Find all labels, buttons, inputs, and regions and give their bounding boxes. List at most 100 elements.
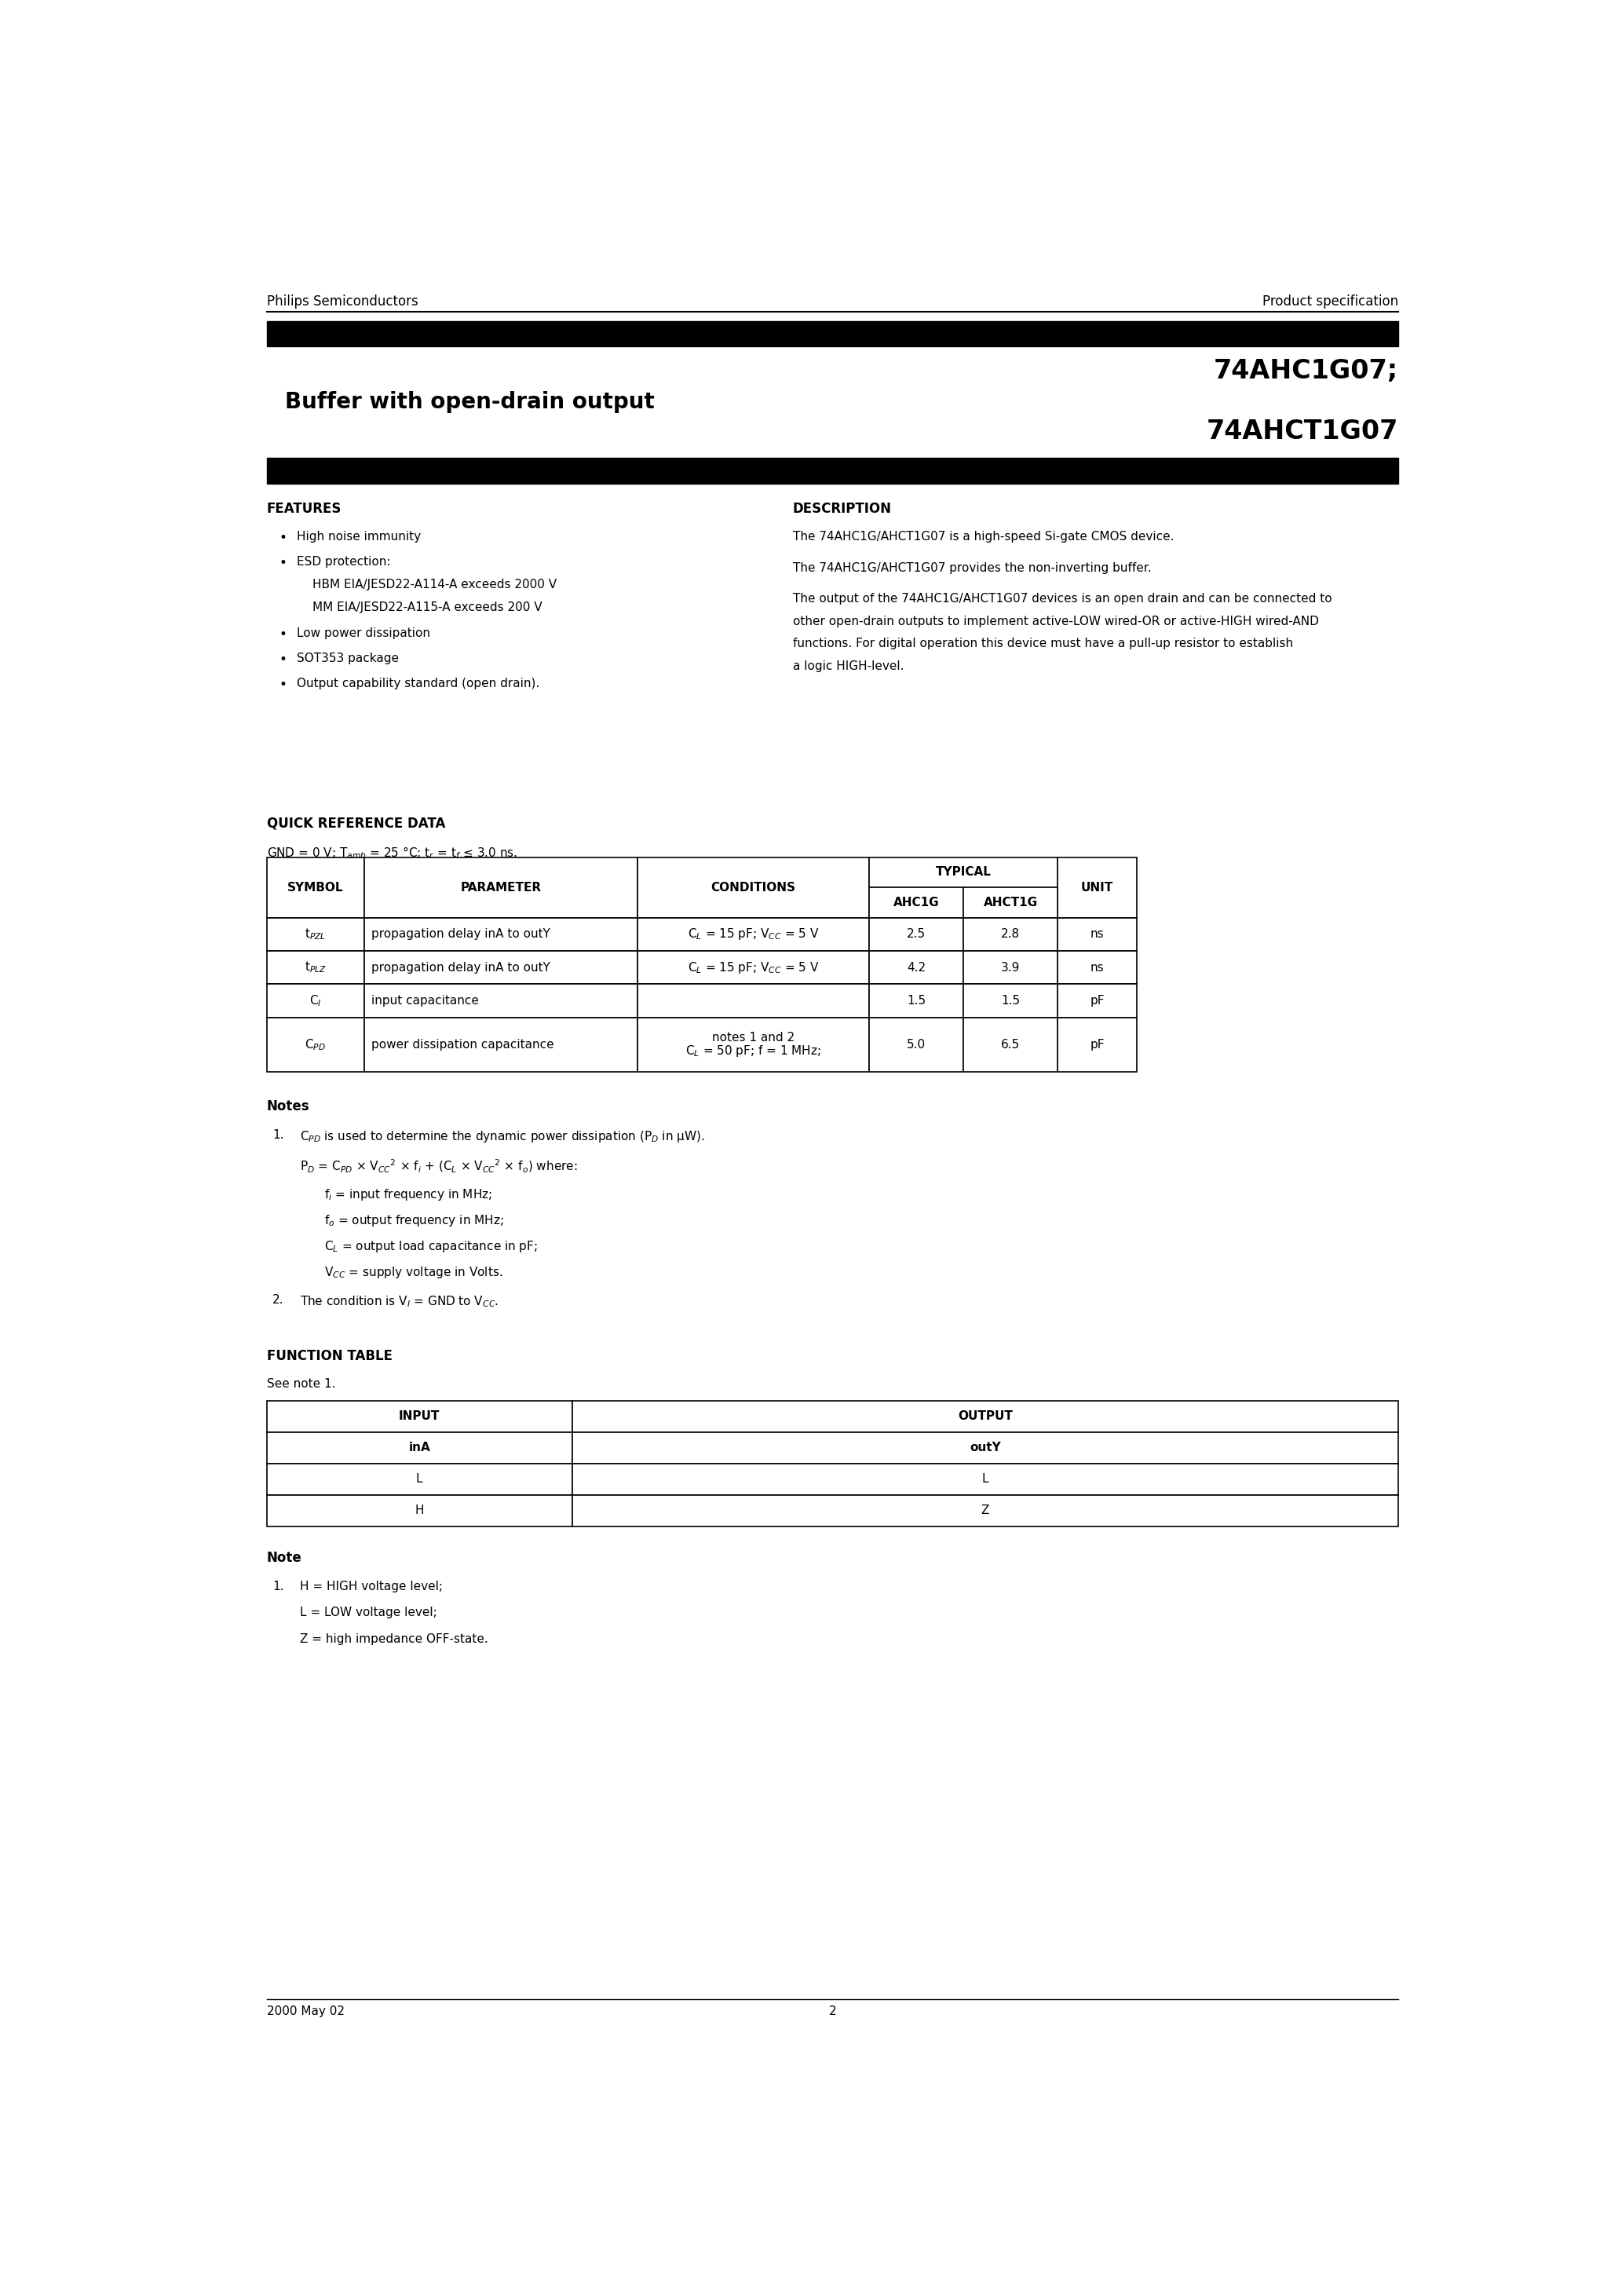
Text: 1.: 1.	[272, 1582, 284, 1593]
Bar	[963, 886, 1058, 918]
Text: QUICK REFERENCE DATA: QUICK REFERENCE DATA	[266, 815, 444, 831]
Text: •: •	[279, 530, 287, 544]
Text: 2.: 2.	[272, 1295, 284, 1306]
Text: CONDITIONS: CONDITIONS	[710, 882, 796, 893]
Bar	[266, 1401, 573, 1433]
Bar	[363, 856, 637, 918]
Text: Notes: Notes	[266, 1100, 310, 1114]
Text: 4.2: 4.2	[907, 962, 926, 974]
Text: 74AHC1G07;: 74AHC1G07;	[1213, 358, 1398, 383]
Bar	[869, 856, 1058, 886]
Bar	[363, 1017, 637, 1072]
Text: 3.9: 3.9	[1001, 962, 1020, 974]
Bar	[869, 985, 963, 1017]
Text: power dissipation capacitance: power dissipation capacitance	[371, 1038, 555, 1052]
Text: 5.0: 5.0	[907, 1038, 926, 1052]
Bar	[1058, 951, 1137, 985]
Bar	[963, 985, 1058, 1017]
Text: inA: inA	[409, 1442, 430, 1453]
Bar	[266, 1495, 573, 1527]
Text: C$_{PD}$ is used to determine the dynamic power dissipation (P$_D$ in μW).: C$_{PD}$ is used to determine the dynami…	[300, 1130, 706, 1143]
Text: See note 1.: See note 1.	[266, 1378, 336, 1389]
Bar	[266, 1463, 573, 1495]
Text: Output capability standard (open drain).: Output capability standard (open drain).	[297, 677, 540, 689]
Text: 1.: 1.	[272, 1130, 284, 1141]
Text: C$_L$ = 15 pF; V$_{CC}$ = 5 V: C$_L$ = 15 pF; V$_{CC}$ = 5 V	[688, 960, 819, 976]
Bar	[637, 951, 869, 985]
Text: SYMBOL: SYMBOL	[287, 882, 344, 893]
Text: Z: Z	[981, 1504, 989, 1518]
Text: 74AHCT1G07: 74AHCT1G07	[1207, 418, 1398, 445]
Text: L: L	[981, 1474, 989, 1486]
Text: 2: 2	[829, 2004, 837, 2018]
Bar	[637, 856, 869, 918]
Bar	[573, 1401, 1398, 1433]
Text: f$_o$ = output frequency in MHz;: f$_o$ = output frequency in MHz;	[324, 1212, 504, 1228]
Bar	[869, 951, 963, 985]
Bar	[963, 951, 1058, 985]
Text: a logic HIGH-level.: a logic HIGH-level.	[793, 661, 903, 673]
Text: Note: Note	[266, 1550, 302, 1566]
Bar	[363, 951, 637, 985]
Bar	[637, 1017, 869, 1072]
Text: FEATURES: FEATURES	[266, 501, 342, 517]
Text: pF: pF	[1090, 1038, 1105, 1052]
Text: t$_{PLZ}$: t$_{PLZ}$	[305, 960, 326, 976]
Text: C$_{PD}$: C$_{PD}$	[305, 1038, 326, 1052]
Bar	[266, 321, 1398, 347]
Bar	[266, 1433, 573, 1463]
Text: V$_{CC}$ = supply voltage in Volts.: V$_{CC}$ = supply voltage in Volts.	[324, 1265, 503, 1281]
Text: UNIT: UNIT	[1080, 882, 1113, 893]
Bar	[266, 1017, 363, 1072]
Text: Philips Semiconductors: Philips Semiconductors	[266, 294, 418, 308]
Bar	[963, 1017, 1058, 1072]
Bar	[363, 985, 637, 1017]
Text: C$_L$ = 50 pF; f = 1 MHz;: C$_L$ = 50 pF; f = 1 MHz;	[686, 1045, 821, 1058]
Text: The condition is V$_I$ = GND to V$_{CC}$.: The condition is V$_I$ = GND to V$_{CC}$…	[300, 1295, 500, 1309]
Text: L: L	[417, 1474, 423, 1486]
Text: •: •	[279, 627, 287, 641]
Bar	[1058, 985, 1137, 1017]
Bar	[869, 1017, 963, 1072]
Bar	[869, 918, 963, 951]
Text: L = LOW voltage level;: L = LOW voltage level;	[300, 1607, 438, 1619]
Text: H: H	[415, 1504, 423, 1518]
Bar	[573, 1433, 1398, 1463]
Text: •: •	[279, 556, 287, 569]
Text: Buffer with open-drain output: Buffer with open-drain output	[285, 390, 654, 413]
Text: FUNCTION TABLE: FUNCTION TABLE	[266, 1348, 393, 1364]
Text: PARAMETER: PARAMETER	[461, 882, 542, 893]
Text: HBM EIA/JESD22-A114-A exceeds 2000 V: HBM EIA/JESD22-A114-A exceeds 2000 V	[313, 579, 556, 590]
Text: TYPICAL: TYPICAL	[936, 866, 991, 877]
Bar	[266, 985, 363, 1017]
Bar	[573, 1463, 1398, 1495]
Text: The 74AHC1G/AHCT1G07 is a high-speed Si-gate CMOS device.: The 74AHC1G/AHCT1G07 is a high-speed Si-…	[793, 530, 1174, 542]
Bar	[266, 918, 363, 951]
Text: GND = 0 V; T$_{amb}$ = 25 °C; t$_r$ = t$_f$ ≤ 3.0 ns.: GND = 0 V; T$_{amb}$ = 25 °C; t$_r$ = t$…	[266, 845, 517, 861]
Text: 1.5: 1.5	[1001, 994, 1020, 1006]
Text: Z = high impedance OFF-state.: Z = high impedance OFF-state.	[300, 1632, 488, 1644]
Text: input capacitance: input capacitance	[371, 994, 478, 1006]
Text: 1.5: 1.5	[907, 994, 926, 1006]
Bar	[637, 918, 869, 951]
Bar	[266, 951, 363, 985]
Text: SOT353 package: SOT353 package	[297, 652, 399, 664]
Text: •: •	[279, 652, 287, 666]
Bar	[266, 459, 1398, 484]
Text: C$_I$: C$_I$	[310, 994, 321, 1008]
Bar	[869, 886, 963, 918]
Text: INPUT: INPUT	[399, 1410, 440, 1421]
Text: 2.5: 2.5	[907, 928, 926, 939]
Text: C$_L$ = output load capacitance in pF;: C$_L$ = output load capacitance in pF;	[324, 1240, 539, 1254]
Bar	[363, 918, 637, 951]
Text: H = HIGH voltage level;: H = HIGH voltage level;	[300, 1582, 443, 1593]
Bar	[963, 918, 1058, 951]
Text: other open-drain outputs to implement active-LOW wired-OR or active-HIGH wired-A: other open-drain outputs to implement ac…	[793, 615, 1319, 627]
Text: ESD protection:: ESD protection:	[297, 556, 391, 567]
Bar	[637, 985, 869, 1017]
Text: High noise immunity: High noise immunity	[297, 530, 422, 542]
Text: DESCRIPTION: DESCRIPTION	[793, 501, 892, 517]
Text: functions. For digital operation this device must have a pull-up resistor to est: functions. For digital operation this de…	[793, 638, 1293, 650]
Text: 2.8: 2.8	[1001, 928, 1020, 939]
Text: P$_D$ = C$_{PD}$ × V$_{CC}$$^2$ × f$_i$ + (C$_L$ × V$_{CC}$$^2$ × f$_o$) where:: P$_D$ = C$_{PD}$ × V$_{CC}$$^2$ × f$_i$ …	[300, 1157, 577, 1176]
